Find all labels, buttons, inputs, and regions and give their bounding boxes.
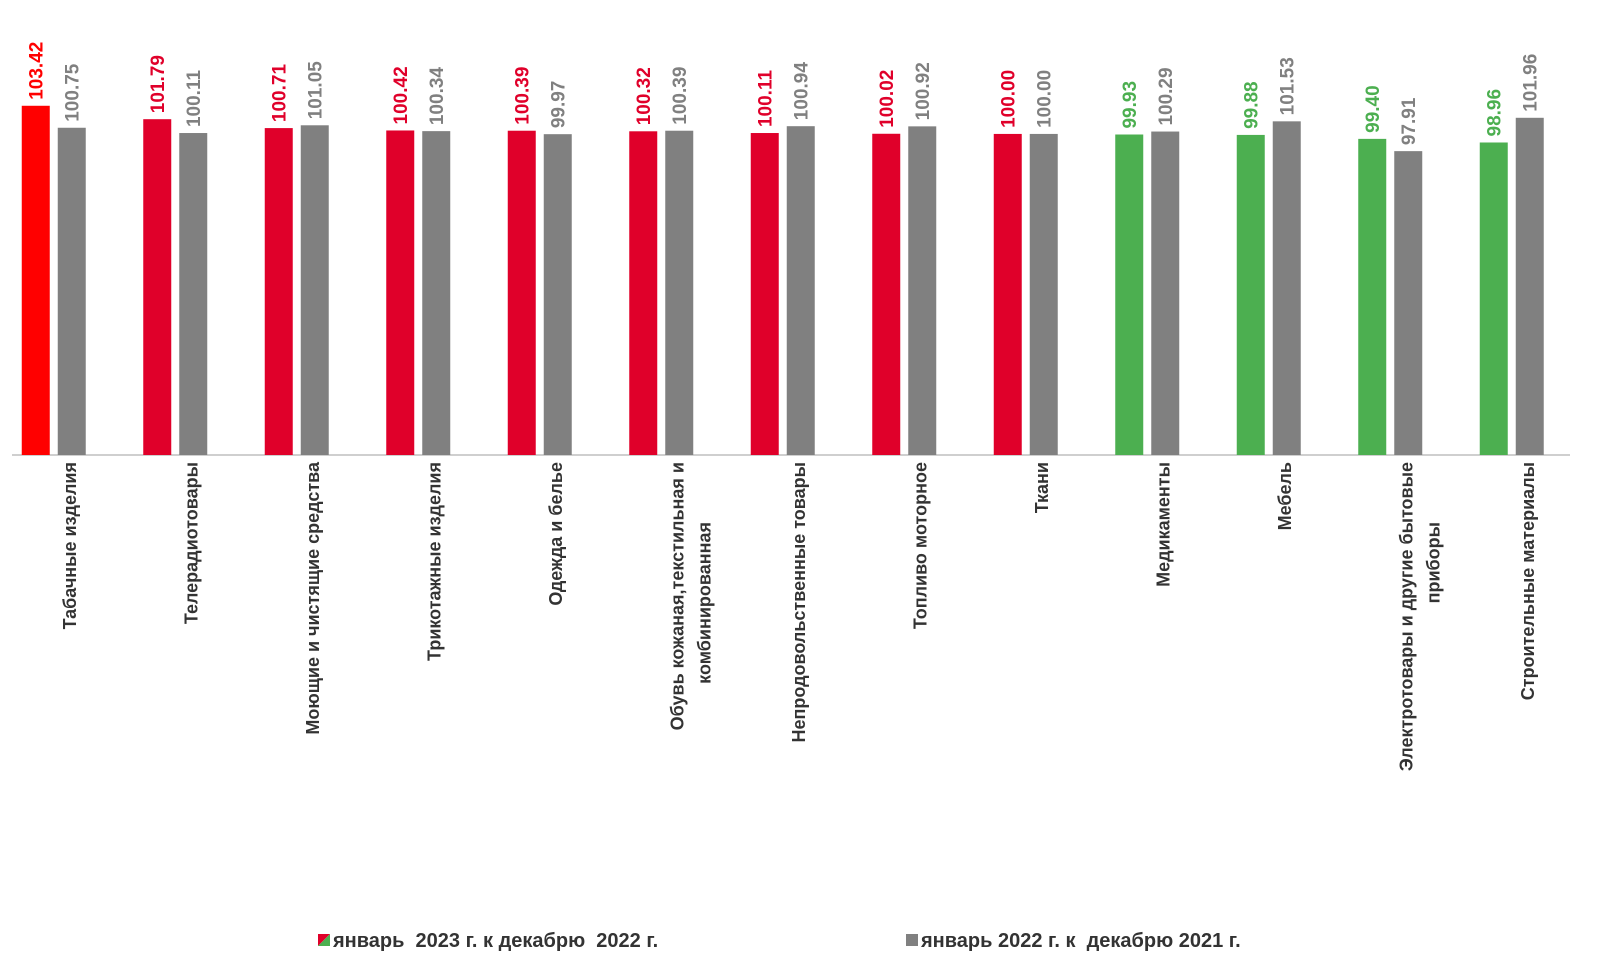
data-label: 100.94 <box>792 62 813 121</box>
x-tick-label: Телерадиотовары <box>181 462 201 624</box>
bar <box>1515 117 1544 455</box>
data-label: 101.96 <box>1521 54 1542 112</box>
bar <box>1394 151 1423 455</box>
data-label: 100.42 <box>391 66 412 124</box>
bar <box>629 131 658 455</box>
bar <box>993 133 1022 455</box>
bar <box>1151 131 1180 455</box>
bar <box>179 133 208 455</box>
bar <box>543 134 572 455</box>
bar <box>507 130 536 455</box>
data-label: 100.39 <box>670 67 691 125</box>
bar <box>1272 121 1301 456</box>
x-tick-label: Непродовольственные товары <box>789 462 809 743</box>
data-label: 99.97 <box>549 81 570 129</box>
bar <box>300 125 329 456</box>
bar <box>750 133 779 455</box>
bar <box>264 128 293 455</box>
bar <box>1358 138 1387 456</box>
x-tick-label: Ткани <box>1032 462 1052 513</box>
bar <box>1236 134 1265 455</box>
data-label: 100.71 <box>270 64 291 123</box>
data-label: 100.29 <box>1156 67 1177 125</box>
legend-swatch <box>318 934 330 946</box>
data-label: 99.88 <box>1242 81 1263 129</box>
data-label: 101.53 <box>1278 57 1299 115</box>
bar <box>143 119 172 455</box>
x-tick-label: Моющие и чистящие средства <box>303 461 323 735</box>
bar <box>665 130 694 455</box>
x-tick-label: Электротовары и другие бытовые приборы <box>1396 462 1443 771</box>
data-label: 100.11 <box>184 70 205 127</box>
data-label: 103.42 <box>27 42 48 100</box>
data-label: 101.79 <box>148 55 169 113</box>
bar <box>872 133 901 456</box>
bar <box>1115 134 1144 455</box>
data-label: 100.92 <box>913 62 934 120</box>
data-label: 100.75 <box>63 63 84 122</box>
x-tick-label: Обувь кожаная,текстильная и комбинированн… <box>667 462 714 730</box>
x-tick-label: Одежда и белье <box>546 462 566 606</box>
data-label: 99.93 <box>1120 81 1141 129</box>
bar <box>1029 133 1058 455</box>
data-label: 100.32 <box>634 67 655 125</box>
bar <box>908 126 937 456</box>
legend-swatch <box>906 934 918 946</box>
data-label: 100.02 <box>877 70 898 128</box>
bar <box>1479 142 1508 455</box>
data-label: 100.11 <box>756 70 777 127</box>
x-tick-label: Медикаменты <box>1153 462 1173 587</box>
data-label: 100.34 <box>427 67 448 126</box>
bar <box>57 127 86 456</box>
bar <box>386 130 415 455</box>
data-label: 100.00 <box>999 70 1020 128</box>
legend-label: январь 2023 г. к декабрю 2022 г. <box>332 930 658 952</box>
data-label: 100.39 <box>513 67 534 125</box>
x-tick-label: Мебель <box>1275 462 1295 530</box>
data-label: 99.40 <box>1363 85 1384 133</box>
data-label: 97.91 <box>1399 97 1420 145</box>
bar <box>21 105 50 455</box>
x-tick-label: Трикотажные изделия <box>424 462 444 661</box>
data-label: 98.96 <box>1485 89 1506 137</box>
data-label: 100.00 <box>1035 70 1056 128</box>
x-tick-label: Табачные изделия <box>60 462 80 629</box>
bar <box>422 131 451 455</box>
x-tick-label: Топливо моторное <box>910 462 930 629</box>
bar <box>786 126 815 456</box>
legend-label: январь 2022 г. к декабрю 2021 г. <box>920 930 1241 952</box>
data-label: 101.05 <box>306 61 327 120</box>
x-tick-label: Строительные материалы <box>1518 462 1538 700</box>
